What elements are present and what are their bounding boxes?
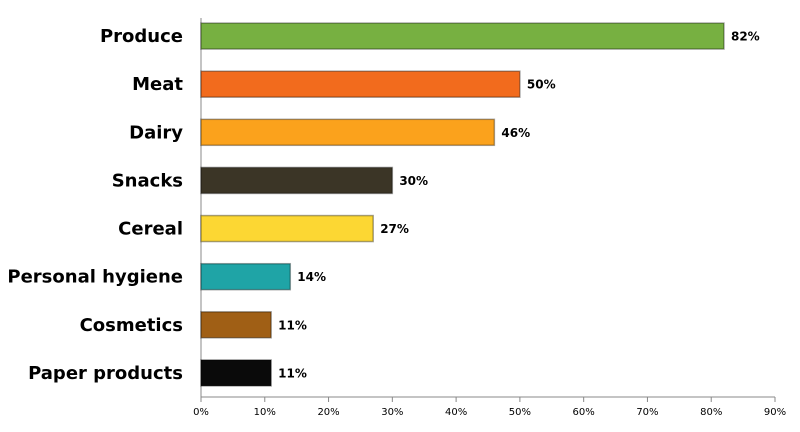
x-tick-label: 80% <box>700 407 722 418</box>
bar <box>200 70 521 98</box>
x-tick-label: 40% <box>445 407 467 418</box>
value-label: 11% <box>278 318 307 332</box>
value-label: 14% <box>297 270 326 284</box>
x-tick-label: 90% <box>764 407 786 418</box>
value-label: 11% <box>278 366 307 380</box>
value-label: 27% <box>380 222 409 236</box>
bar <box>200 311 272 339</box>
category-label: Dairy <box>129 122 183 143</box>
category-label: Produce <box>100 26 183 47</box>
value-label: 50% <box>527 78 556 92</box>
bar <box>200 22 725 50</box>
x-tick-label: 10% <box>254 407 276 418</box>
x-tick-label: 20% <box>317 407 339 418</box>
value-label: 30% <box>399 174 428 188</box>
bar <box>200 262 292 291</box>
category-label: Personal hygiene <box>7 267 183 288</box>
bar <box>200 359 272 387</box>
category-label: Cosmetics <box>80 315 183 336</box>
category-label: Snacks <box>112 170 183 191</box>
x-tick-label: 60% <box>573 407 595 418</box>
x-tick-label: 70% <box>636 407 658 418</box>
bar <box>200 214 374 243</box>
category-label: Cereal <box>118 219 183 240</box>
x-tick-label: 50% <box>509 407 531 418</box>
x-tick-label: 30% <box>381 407 403 418</box>
x-tick-label: 0% <box>193 407 209 418</box>
category-label: Paper products <box>28 363 183 384</box>
bar <box>200 118 496 147</box>
value-label: 82% <box>731 30 760 44</box>
bar <box>200 166 394 195</box>
value-label: 46% <box>501 126 530 140</box>
category-label: Meat <box>132 74 183 95</box>
